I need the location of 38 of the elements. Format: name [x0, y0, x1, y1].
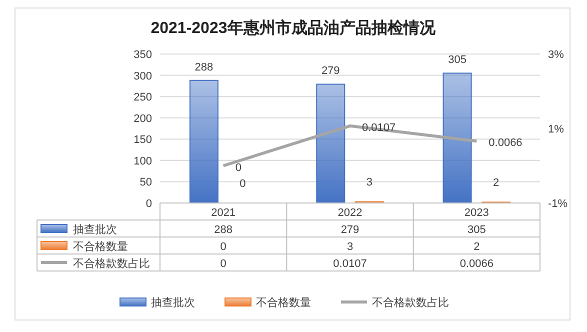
y-tick-label: 50 [140, 176, 152, 189]
x-tick-label: 2023 [464, 207, 489, 219]
y2-tick-label: 1% [548, 124, 564, 136]
data-label: 0.0066 [488, 137, 522, 150]
text: 0.0107 [333, 258, 367, 270]
text: 0.0066 [460, 258, 494, 270]
y-tick-label: 150 [134, 134, 152, 146]
y-tick-label: 200 [134, 112, 152, 125]
y-tick-label: 100 [134, 155, 152, 168]
chart-title: 2021-2023年惠州市成品油产品抽检情况 [150, 19, 436, 37]
data-label: 0 [240, 178, 246, 190]
text: 279 [340, 224, 360, 236]
data-label: 3 [366, 176, 372, 189]
text: 不合格数量 [73, 241, 128, 253]
y2-tick-label: -1% [548, 198, 568, 210]
data-label: 2 [492, 177, 500, 190]
text: 3 [346, 241, 354, 253]
y2-tick-label: 3% [548, 49, 564, 61]
y-tick-label: 350 [134, 49, 152, 61]
y-tick-label: 250 [134, 92, 152, 104]
data-label: 279 [321, 65, 340, 78]
text: 0 [220, 258, 226, 270]
legend-label: 不合格款数占比 [73, 257, 150, 270]
legend: 抽查批次 不合格数量 不合格款数占比 [120, 297, 449, 309]
legend-label: 不合格数量 [256, 296, 311, 309]
y-tick-label: 300 [134, 70, 152, 82]
data-label: 0.0107 [362, 122, 396, 134]
text: 2 [474, 241, 480, 253]
data-label: 305 [448, 54, 466, 66]
text: 288 [214, 224, 233, 236]
text: 0 [220, 241, 226, 253]
legend-label: 抽查批次 [73, 223, 117, 236]
text: 305 [467, 224, 486, 236]
data-label: 0 [235, 162, 242, 174]
x-tick-label: 2021 [211, 207, 236, 219]
x-tick-label: 2022 [338, 207, 362, 219]
data-label: 288 [194, 61, 214, 74]
y-tick-label: 0 [146, 198, 152, 210]
